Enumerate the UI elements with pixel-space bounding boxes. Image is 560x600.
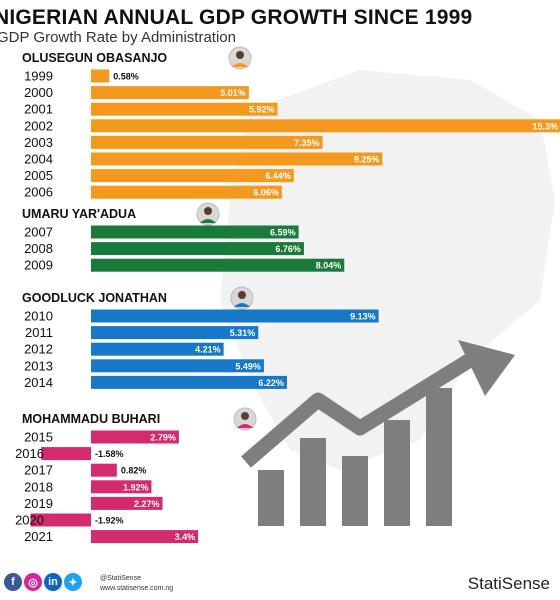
bar-2013 [91, 359, 264, 373]
avatar-icon [241, 412, 249, 420]
value-label-2002: 15.3% [532, 121, 558, 131]
year-label-2013: 2013 [24, 358, 53, 373]
value-label-2017: 0.82% [121, 466, 147, 476]
year-label-2016: 2016 [15, 446, 44, 461]
bar-2021 [91, 530, 199, 544]
year-label-2015: 2015 [24, 430, 53, 445]
value-label-2021: 3.4% [175, 532, 196, 542]
year-label-2003: 2003 [24, 135, 53, 150]
year-label-2017: 2017 [24, 463, 53, 478]
year-label-2001: 2001 [24, 102, 53, 117]
bar-2018 [91, 480, 152, 494]
bar-2006 [91, 185, 282, 199]
bar-2011 [91, 326, 259, 340]
footer-handle: @StatiSense [100, 575, 141, 582]
year-label-2014: 2014 [24, 375, 53, 390]
value-label-2008: 6.76% [275, 244, 301, 254]
bar-2015 [91, 430, 179, 444]
year-label-1999: 1999 [24, 69, 53, 84]
twitter-icon[interactable]: ✦ [64, 573, 82, 591]
year-label-2000: 2000 [24, 85, 53, 100]
brand-logo-text: StatiSense [467, 574, 550, 593]
year-label-2009: 2009 [24, 258, 53, 273]
bar-2007 [91, 225, 299, 239]
growth-arrow-icon [241, 340, 515, 526]
avatar-icon [232, 63, 248, 67]
bar-1999 [91, 69, 110, 83]
value-label-2011: 5.31% [230, 328, 256, 338]
year-label-2012: 2012 [24, 342, 53, 357]
year-label-2008: 2008 [24, 241, 53, 256]
avatar-icon [204, 207, 212, 215]
bar-2014 [91, 375, 287, 389]
value-label-2013: 5.49% [235, 361, 261, 371]
avatar-icon [200, 219, 216, 223]
bar-2009 [91, 258, 345, 272]
value-label-2020: -1.92% [95, 516, 124, 526]
year-label-2007: 2007 [24, 225, 53, 240]
year-label-2004: 2004 [24, 152, 53, 167]
value-label-2019: 2.27% [134, 499, 160, 509]
administration-label-mohammadu-buhari: MOHAMMADU BUHARI [22, 412, 160, 426]
bar-2005 [91, 169, 294, 183]
administration-label-umaru-yar-adua: UMARU YAR'ADUA [22, 207, 136, 221]
value-label-2001: 5.92% [249, 105, 275, 115]
bar-2000 [91, 86, 249, 100]
social-icons: f ◎ in ✦ [4, 573, 82, 591]
bar-2004 [91, 152, 383, 166]
value-label-1999: 0.58% [113, 72, 139, 82]
value-label-2007: 6.59% [270, 228, 296, 238]
value-label-2005: 6.44% [265, 171, 291, 181]
facebook-icon[interactable]: f [4, 573, 22, 591]
chart-title: NIGERIAN ANNUAL GDP GROWTH SINCE 1999 [0, 6, 473, 29]
year-label-2018: 2018 [24, 479, 53, 494]
value-label-2012: 4.21% [195, 345, 221, 355]
value-label-2000: 5.01% [220, 88, 246, 98]
year-label-2011: 2011 [25, 325, 53, 340]
year-label-2005: 2005 [24, 168, 53, 183]
avatar-icon [238, 291, 246, 299]
year-label-2006: 2006 [24, 185, 53, 200]
bar-2019 [91, 496, 163, 510]
avatar-icon [234, 303, 250, 307]
bar-2001 [91, 102, 278, 116]
year-label-2020: 2020 [15, 513, 44, 528]
bar-2008 [91, 242, 304, 256]
value-label-2015: 2.79% [150, 433, 176, 443]
value-label-2010: 9.13% [350, 312, 376, 322]
bar-2003 [91, 135, 323, 149]
year-label-2021: 2021 [24, 529, 53, 544]
value-label-2003: 7.35% [294, 138, 320, 148]
value-label-2014: 6.22% [258, 378, 284, 388]
avatar-icon [237, 424, 253, 428]
value-label-2009: 8.04% [316, 261, 342, 271]
year-label-2002: 2002 [24, 118, 53, 133]
value-label-2006: 6.06% [253, 188, 279, 198]
value-label-2004: 9.25% [354, 155, 380, 165]
year-label-2010: 2010 [24, 309, 53, 324]
avatar-icon [236, 51, 244, 59]
bar-2002 [91, 119, 560, 133]
bar-2017 [91, 463, 117, 477]
year-label-2019: 2019 [24, 496, 53, 511]
administration-label-olusegun-obasanjo: OLUSEGUN OBASANJO [22, 51, 167, 65]
footer-website[interactable]: www.statisense.com.ng [100, 585, 174, 592]
chart-subtitle: GDP Growth Rate by Administration [0, 29, 236, 46]
bar-2010 [91, 309, 379, 323]
instagram-icon[interactable]: ◎ [24, 573, 42, 591]
administration-label-goodluck-jonathan: GOODLUCK JONATHAN [22, 291, 167, 305]
value-label-2018: 1.92% [123, 482, 149, 492]
bar-2020 [30, 513, 91, 527]
bar-2016 [41, 447, 91, 461]
value-label-2016: -1.58% [95, 449, 124, 459]
bar-2012 [91, 342, 224, 356]
linkedin-icon[interactable]: in [44, 573, 62, 591]
